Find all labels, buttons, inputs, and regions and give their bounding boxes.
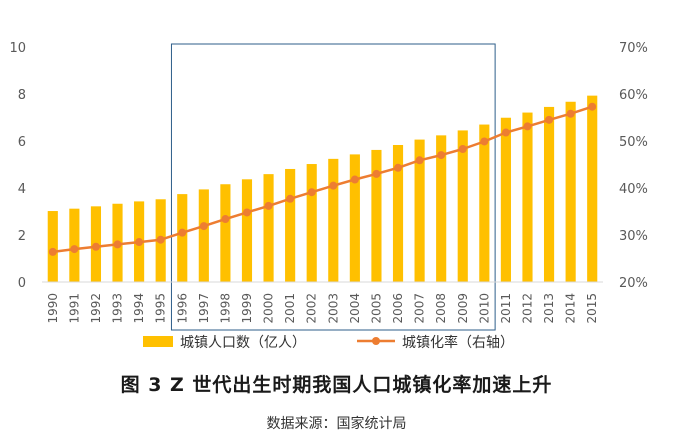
bar-2009 xyxy=(457,130,468,282)
x-tick-label: 1999 xyxy=(240,293,254,324)
x-tick-label: 2015 xyxy=(585,293,599,324)
x-tick-label: 2007 xyxy=(413,293,427,324)
rate-point-2009 xyxy=(458,144,467,153)
rate-point-1990 xyxy=(48,247,57,256)
x-tick-label: 1996 xyxy=(175,293,189,324)
rate-point-2001 xyxy=(286,194,295,203)
y-left-tick-label: 0 xyxy=(18,276,26,291)
x-tick-label: 1994 xyxy=(132,293,146,324)
legend-bar-label: 城镇人口数（亿人） xyxy=(180,335,306,351)
x-tick-label: 2008 xyxy=(434,293,448,324)
x-tick-label: 2004 xyxy=(348,293,362,324)
rate-point-2005 xyxy=(372,169,381,178)
rate-point-2012 xyxy=(523,122,532,131)
bar-1999 xyxy=(241,179,253,282)
bar-2012 xyxy=(522,112,533,282)
bar-2011 xyxy=(500,117,511,282)
legend-line-marker xyxy=(372,337,380,345)
bar-2007 xyxy=(414,139,425,282)
x-tick-label: 1997 xyxy=(197,293,211,324)
y-right-tick-label: 70% xyxy=(619,41,648,56)
rate-point-2006 xyxy=(394,163,403,172)
rate-point-2013 xyxy=(545,115,554,124)
bar-2003 xyxy=(328,158,339,282)
x-tick-label: 2010 xyxy=(477,293,491,324)
x-tick-label: 2003 xyxy=(326,293,340,324)
legend-bar-swatch xyxy=(143,336,173,347)
x-tick-label: 2006 xyxy=(391,293,405,324)
rate-point-2004 xyxy=(350,175,359,184)
urbanization-rate-line xyxy=(52,105,593,254)
x-tick-label: 2001 xyxy=(283,293,297,324)
x-tick-label: 1995 xyxy=(154,293,168,324)
x-tick-label: 2000 xyxy=(262,293,276,324)
rate-point-2010 xyxy=(480,137,489,146)
rate-point-2011 xyxy=(501,128,510,137)
rate-point-2015 xyxy=(588,102,597,111)
x-tick-label: 1998 xyxy=(218,293,232,324)
x-tick-label: 2014 xyxy=(564,293,578,324)
x-tick-label: 2005 xyxy=(369,293,383,324)
bar-2013 xyxy=(543,106,555,282)
x-tick-label: 1990 xyxy=(46,293,60,324)
rate-point-2000 xyxy=(264,201,273,210)
y-left-tick-label: 2 xyxy=(18,229,26,244)
x-tick-label: 2009 xyxy=(456,293,470,324)
bar-1997 xyxy=(198,189,209,282)
rate-point-2008 xyxy=(437,151,446,160)
bar-2006 xyxy=(392,144,404,282)
rate-point-1996 xyxy=(178,228,187,237)
rate-point-1999 xyxy=(242,208,251,217)
rate-point-1991 xyxy=(70,245,79,254)
bar-2014 xyxy=(565,101,576,282)
x-tick-label: 2012 xyxy=(520,293,534,324)
bar-1998 xyxy=(220,184,231,282)
bar-2010 xyxy=(479,124,490,282)
y-left-tick-label: 6 xyxy=(18,135,26,150)
y-left-tick-label: 10 xyxy=(9,41,26,56)
bar-2000 xyxy=(263,174,274,282)
y-right-tick-label: 60% xyxy=(619,88,648,103)
rate-point-1997 xyxy=(199,222,208,231)
bar-2002 xyxy=(306,164,317,282)
bar-1996 xyxy=(177,194,188,282)
y-right-tick-label: 50% xyxy=(619,135,648,150)
legend-line-label: 城镇化率（右轴） xyxy=(402,334,514,351)
bar-2004 xyxy=(349,154,360,282)
x-tick-label: 1991 xyxy=(67,293,81,324)
x-tick-label: 2002 xyxy=(305,293,319,324)
highlight-box xyxy=(170,43,496,331)
y-right-tick-label: 30% xyxy=(619,229,648,244)
chart-title: 图 3 Z 世代出生时期我国人口城镇化率加速上升 xyxy=(120,374,553,396)
data-source: 数据来源：国家统计局 xyxy=(266,416,407,432)
rate-point-1992 xyxy=(91,242,100,251)
x-tick-label: 2011 xyxy=(499,293,513,324)
rate-point-2003 xyxy=(329,181,338,190)
bar-2005 xyxy=(371,149,382,282)
rate-point-2002 xyxy=(307,188,316,197)
x-tick-label: 1993 xyxy=(111,293,125,324)
bar-2001 xyxy=(285,168,296,282)
y-left-tick-label: 4 xyxy=(18,182,26,197)
bar-1990 xyxy=(47,211,58,282)
rate-point-1993 xyxy=(113,240,122,249)
y-right-tick-label: 20% xyxy=(619,276,648,291)
x-tick-label: 2013 xyxy=(542,293,556,324)
bar-2008 xyxy=(436,135,447,282)
rate-point-1994 xyxy=(135,238,144,247)
rate-point-2007 xyxy=(415,156,424,165)
rate-point-2014 xyxy=(566,109,575,118)
chart: 0 2 4 6 8 10 20% 30% 40% 50% 60% 70% 1990 1991 1992 199… xyxy=(9,41,648,351)
bar-2015 xyxy=(587,95,598,283)
x-tick-label: 1992 xyxy=(89,293,103,324)
y-right-tick-label: 40% xyxy=(619,182,648,197)
rate-point-1995 xyxy=(156,235,165,244)
y-left-tick-label: 8 xyxy=(18,88,26,103)
rate-point-1998 xyxy=(221,215,230,224)
